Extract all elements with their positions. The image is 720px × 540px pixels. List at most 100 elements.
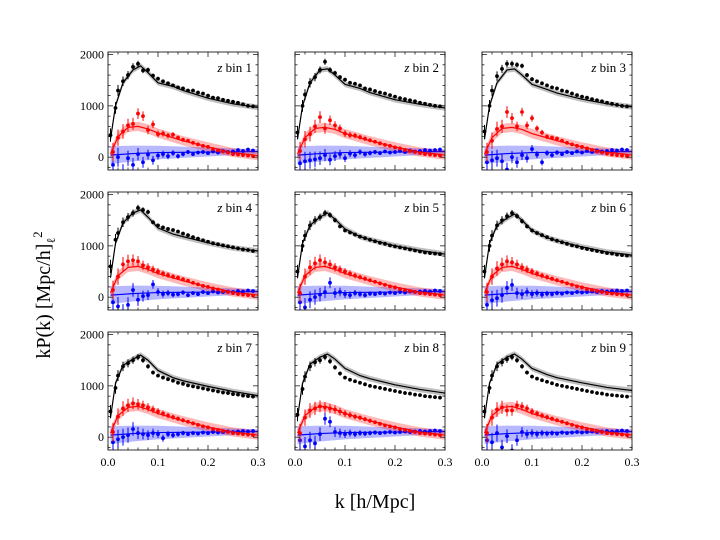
hexadecapole-data-point [495,296,499,301]
monopole-data-point [535,231,539,235]
hexadecapole-data-point [161,292,165,296]
hexadecapole-data-point [433,148,437,152]
panel-frame [294,51,446,171]
hexadecapole-data-point [565,290,569,295]
monopole-data-point [300,243,305,248]
hexadecapole-data-point [555,150,559,155]
hexadecapole-data-point [338,431,342,435]
hexadecapole-data-point [298,300,302,305]
quadrupole-data-point [510,116,514,121]
hexadecapole-data-point [368,291,372,296]
hexadecapole-data-point [131,427,135,431]
hexadecapole-data-point [570,291,574,295]
hexadecapole-data-point [520,153,524,158]
hexadecapole-data-point [615,429,619,433]
quadrupole-data-point [313,124,317,129]
hexadecapole-data-point [241,289,245,294]
quadrupole-data-point [156,269,160,274]
monopole-data-point [318,215,322,220]
monopole-data-point [615,252,619,257]
quadrupole-data-point [485,431,489,435]
quadrupole-data-point [216,148,220,153]
quadrupole-data-point [495,407,499,412]
hexadecapole-data-point [328,419,332,424]
monopole-data-point [510,61,514,66]
hexadecapole-data-point [368,151,372,155]
panel-2: z bin 2 [294,51,446,171]
monopole-data-point [495,364,499,369]
quadrupole-data-point [181,137,185,142]
hexadecapole-data-point [383,149,387,154]
monopole-data-point [116,231,120,235]
panel-label-rest: bin 9 [596,340,626,355]
hexadecapole-data-point [378,431,382,435]
quadrupole-data-point [615,292,619,296]
monopole-data-point [113,106,118,110]
monopole-data-point [108,133,113,138]
quadrupole-data-point [383,282,387,287]
panel-label-rest: bin 4 [222,200,252,215]
monopole-data-point [393,389,397,393]
monopole-data-point [555,382,559,387]
monopole-data-point [196,385,200,390]
quadrupole-data-point [550,276,554,281]
hexadecapole-data-point [490,158,494,163]
hexadecapole-data-point [555,431,559,436]
panel-label-z: z [216,340,222,355]
monopole-data-point [181,381,185,386]
monopole-data-point [393,94,397,99]
panel-plot-area [108,352,258,450]
hexadecapole-data-point [236,148,240,152]
quadrupole-data-point [221,289,225,293]
monopole-data-point [108,409,113,414]
quadrupole-data-point [505,408,509,413]
monopole-data-point [383,91,387,96]
quadrupole-data-point [535,271,539,276]
quadrupole-data-point [520,404,524,409]
monopole-data-point [383,241,387,246]
hexadecapole-data-point [565,150,569,154]
monopole-data-point [113,237,118,242]
monopole-data-point [403,391,407,395]
quadrupole-data-point [510,408,514,413]
hexadecapole-data-point [201,430,205,435]
panel-label-rest: bin 3 [596,60,626,75]
monopole-data-point [535,79,539,84]
panel-label-z: z [590,60,596,75]
quadrupole-data-point [580,145,584,149]
hexadecapole-data-point [620,289,624,293]
monopole-data-point [206,239,210,244]
quadrupole-data-point [413,430,417,434]
monopole-data-point [156,223,160,228]
hexadecapole-data-point [236,289,240,293]
hexadecapole-data-point [373,430,377,435]
monopole-data-point [308,364,312,369]
monopole-data-point [136,206,140,210]
monopole-data-point [610,101,614,106]
hexadecapole-data-point [398,430,402,434]
monopole-data-point [373,239,377,244]
quadrupole-data-point [298,291,302,295]
hexadecapole-data-point [131,162,135,167]
hexadecapole-data-point [141,432,145,436]
hexadecapole-data-point [555,291,559,295]
hexadecapole-data-point [530,292,534,296]
quadrupole-data-point [348,133,352,138]
hexadecapole-data-point [251,148,255,153]
y-tick-label: 2000 [80,188,104,202]
x-tick-label: 0.1 [525,455,540,469]
hexadecapole-data-point [308,158,312,163]
hexadecapole-data-point [111,440,115,445]
hexadecapole-data-point [625,148,629,152]
hexadecapole-data-point [525,290,529,294]
monopole-data-point [408,391,412,396]
quadrupole-data-point [368,278,372,283]
quadrupole-data-point [525,123,529,128]
panel-plot-area [482,351,632,450]
hexadecapole-data-point [490,298,494,303]
hexadecapole-data-point [308,438,312,443]
monopole-data-point [348,230,352,235]
monopole-data-point [550,381,554,386]
monopole-data-point [353,81,357,86]
monopole-data-point [520,63,524,68]
